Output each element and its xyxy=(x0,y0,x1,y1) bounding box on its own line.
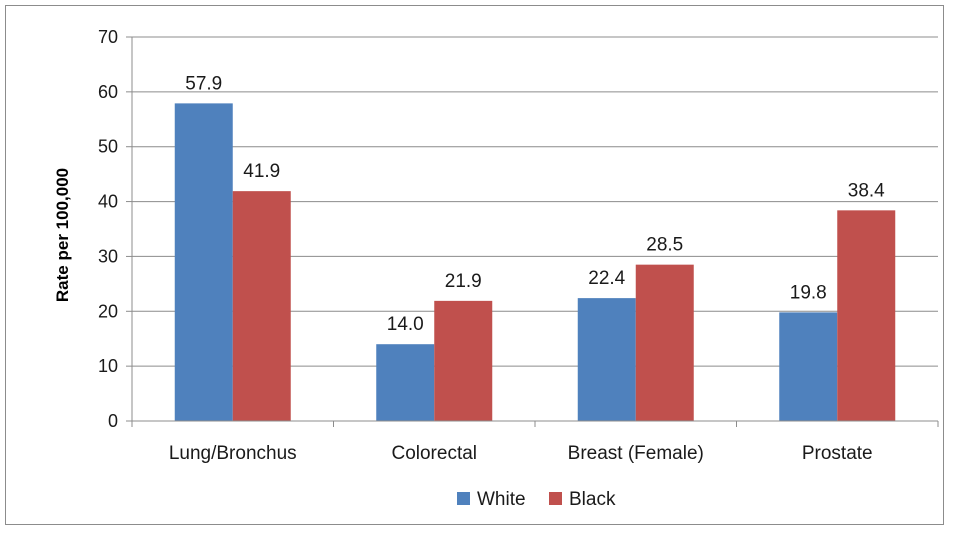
category-label: Colorectal xyxy=(391,443,477,464)
legend-label: White xyxy=(477,489,526,510)
legend-swatch-black xyxy=(549,492,562,505)
data-label: 38.4 xyxy=(848,180,885,201)
bar-white xyxy=(577,298,636,421)
y-axis-title: Rate per 100,000 xyxy=(53,168,72,302)
data-labels: 57.9 41.9 14.0 21.9 22.4 28.5 19.8 38.4 xyxy=(185,73,885,335)
bar-black xyxy=(635,264,694,421)
data-label: 41.9 xyxy=(243,161,280,182)
bar-black xyxy=(232,191,291,421)
legend: White Black xyxy=(457,489,616,510)
bar-black xyxy=(434,300,493,421)
axes xyxy=(126,36,939,427)
data-label: 14.0 xyxy=(387,314,424,335)
y-axis-ticks: 0 10 20 30 40 50 60 70 xyxy=(98,27,118,431)
bars xyxy=(174,103,896,422)
legend-swatch-white xyxy=(457,492,470,505)
category-label: Prostate xyxy=(802,443,873,464)
y-tick-label: 70 xyxy=(98,27,118,47)
y-tick-label: 30 xyxy=(98,246,118,266)
data-label: 22.4 xyxy=(588,268,625,289)
bar-white xyxy=(779,312,838,421)
bar-white xyxy=(376,344,435,421)
y-tick-label: 60 xyxy=(98,82,118,102)
bar-black xyxy=(837,210,896,421)
y-tick-label: 40 xyxy=(98,192,118,212)
y-tick-label: 0 xyxy=(108,411,118,431)
data-label: 57.9 xyxy=(185,73,222,94)
data-label: 19.8 xyxy=(790,282,827,303)
category-label: Breast (Female) xyxy=(568,443,704,464)
y-tick-label: 10 xyxy=(98,356,118,376)
category-labels: Lung/Bronchus Colorectal Breast (Female) Pr… xyxy=(169,443,873,464)
y-tick-label: 50 xyxy=(98,137,118,157)
bar-white xyxy=(174,103,233,422)
data-label: 21.9 xyxy=(445,271,482,292)
data-label: 28.5 xyxy=(646,235,683,256)
y-tick-label: 20 xyxy=(98,301,118,321)
category-label: Lung/Bronchus xyxy=(169,443,297,464)
legend-label: Black xyxy=(569,489,616,510)
